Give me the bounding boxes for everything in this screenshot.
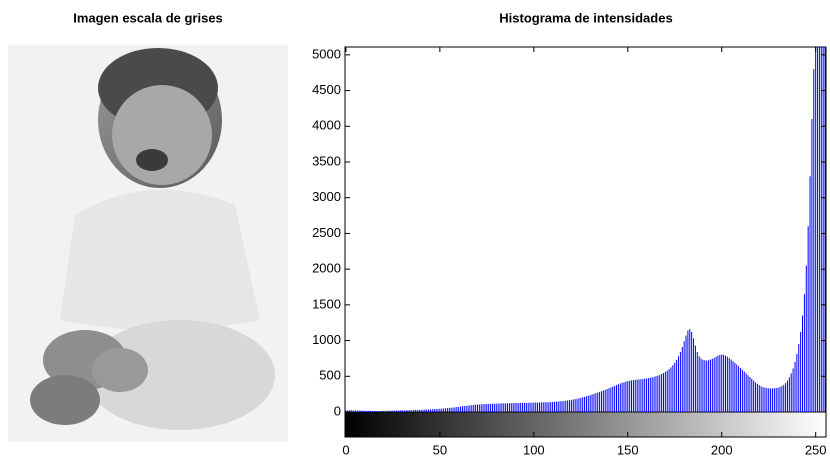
colorbar: [344, 411, 827, 438]
x-tick-label: 100: [523, 442, 545, 457]
y-tick-label: 5000: [312, 46, 341, 61]
y-tick-label: 1000: [312, 332, 341, 347]
y-tick-label: 2000: [312, 261, 341, 276]
image-title: Imagen escala de grises: [73, 10, 223, 25]
y-tick-label: 3000: [312, 189, 341, 204]
x-tick-label: 200: [711, 442, 733, 457]
x-tick-label: 50: [433, 442, 447, 457]
photo: [8, 45, 288, 442]
chart-title: Histograma de intensidades: [499, 10, 672, 25]
y-tick-label: 3500: [312, 153, 341, 168]
y-tick-label: 500: [319, 368, 341, 383]
y-tick-label: 1500: [312, 296, 341, 311]
stems: [345, 47, 826, 412]
plot-area: [344, 46, 827, 413]
y-tick-label: 0: [334, 403, 341, 418]
y-tick-label: 4500: [312, 82, 341, 97]
y-tick-label: 2500: [312, 225, 341, 240]
x-tick-label: 150: [617, 442, 639, 457]
y-tick-label: 4000: [312, 118, 341, 133]
x-tick-label: 0: [342, 442, 349, 457]
x-tick-label: 250: [805, 442, 827, 457]
